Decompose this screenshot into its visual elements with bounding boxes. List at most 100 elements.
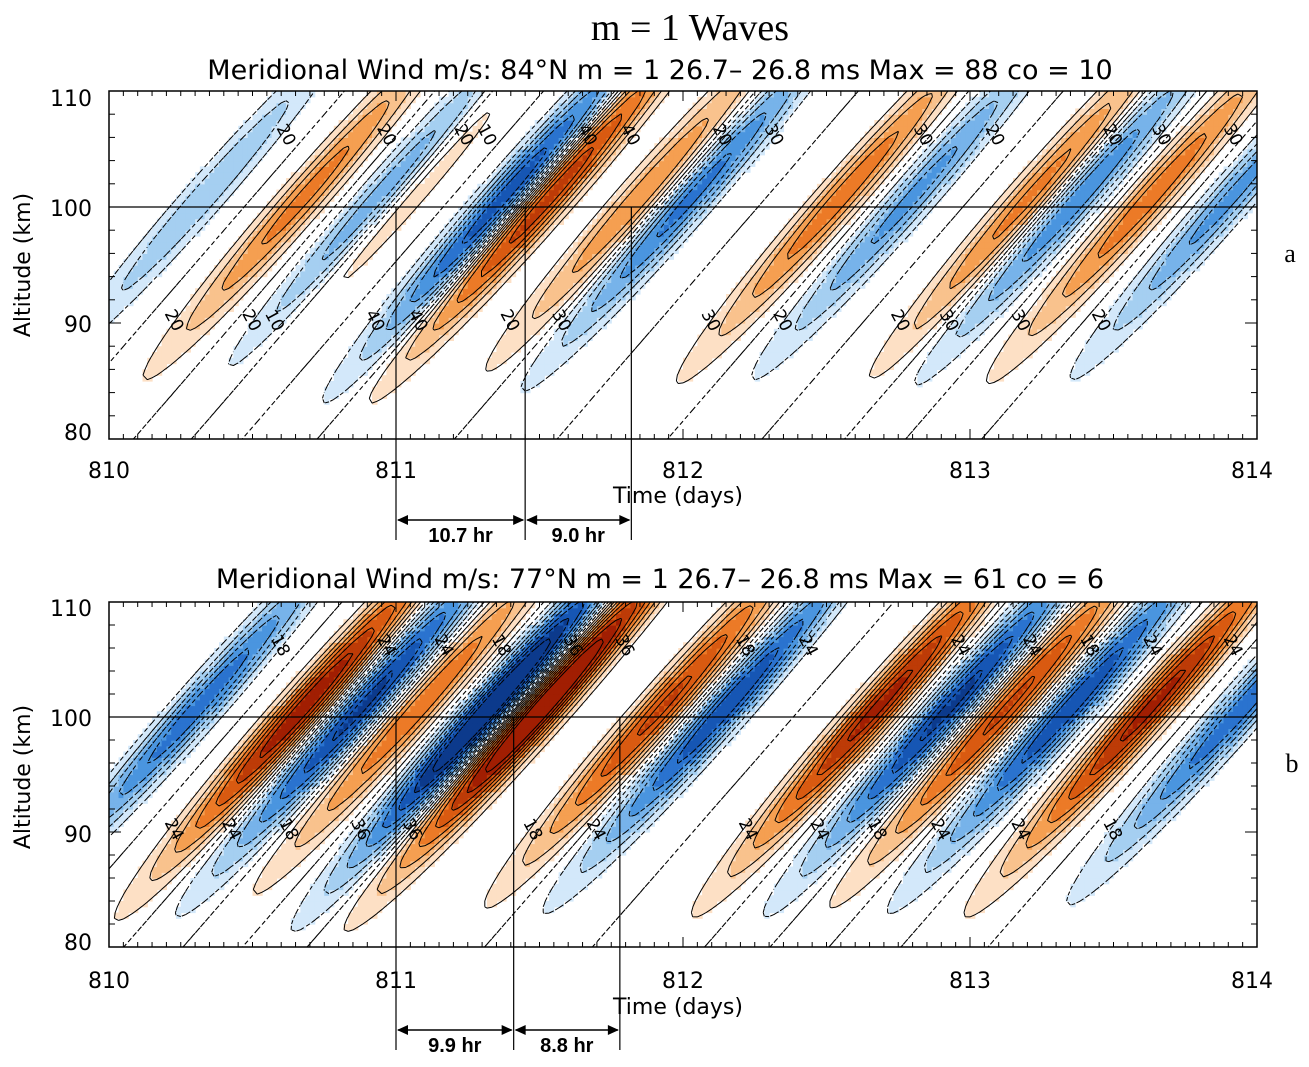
wind-cell [812,241,818,249]
wind-cell [1108,311,1115,318]
wind-cell [1027,241,1033,249]
wind-cell [166,340,172,347]
wind-cell [113,311,120,318]
wind-cell [319,160,325,167]
wind-cell [396,288,402,295]
wind-cell [1233,218,1239,225]
wind-cell [281,236,287,243]
wind-cell [649,178,655,185]
wind-cell [989,247,995,254]
wind-cell [864,178,871,185]
wind-cell [726,340,732,347]
wind-cell [1094,340,1100,347]
wind-cell [515,212,521,220]
wind-cell [204,183,211,191]
wind-cell [1185,247,1191,254]
wind-cell [1008,334,1014,341]
wind-cell [400,276,407,283]
wind-cell [391,369,397,376]
wind-cell [381,375,388,382]
wind-cell [242,253,249,260]
wind-cell [1099,224,1105,231]
wind-cell [1175,183,1182,191]
wind-cell [300,276,306,283]
wind-cell [128,276,134,283]
wind-cell [381,317,388,324]
wind-cell [1242,149,1249,156]
wind-cell [922,323,928,330]
wind-cell [917,311,923,318]
wind-cell [745,288,751,295]
wind-cell [965,247,971,254]
wind-cell [683,149,689,156]
wind-cell [510,265,517,272]
wind-cell [711,166,718,173]
wind-cell [649,253,655,260]
wind-cell [907,201,914,208]
wind-cell [869,212,875,220]
wind-cell [1166,270,1172,278]
wind-cell [1017,183,1024,191]
wind-cell [769,270,775,278]
wind-cell [525,224,531,231]
wind-cell [544,212,550,220]
wind-cell [697,166,703,173]
wind-cell [649,201,655,208]
wind-cell [391,294,397,301]
wind-cell [1008,363,1014,370]
wind-cell [1070,201,1076,208]
wind-cell [405,323,411,330]
wind-cell [534,207,541,214]
wind-cell [1108,340,1115,347]
wind-cell [209,288,215,295]
wind-cell [1022,207,1028,214]
wind-cell [1123,154,1129,162]
wind-cell [300,166,306,173]
wind-cell [1180,265,1186,272]
wind-cell [1146,166,1153,173]
wind-cell [687,189,694,196]
wind-cell [1151,183,1158,191]
wind-cell [553,183,560,191]
wind-cell [1233,166,1239,173]
wind-cell [1108,328,1115,336]
wind-cell [850,149,856,156]
wind-cell [568,346,574,353]
wind-cell [1046,259,1052,266]
wind-cell [190,328,196,336]
wind-cell [1113,207,1119,214]
wind-cell [539,288,545,295]
wind-cell [1170,160,1177,167]
wind-cell [783,276,789,283]
wind-cell [534,218,541,225]
wind-cell [563,340,569,347]
wind-cell [1108,346,1115,353]
wind-cell [989,253,995,260]
wind-cell [1146,195,1153,202]
wind-cell [309,259,316,266]
wind-cell [1089,230,1095,237]
wind-cell [596,311,603,318]
wind-cell [845,172,852,179]
wind-cell [1151,218,1158,225]
wind-cell [1080,207,1086,214]
wind-cell [816,195,823,202]
wind-cell [190,340,196,347]
wind-cell [271,230,278,237]
wind-cell [965,160,971,167]
wind-cell [242,241,249,249]
wind-cell [1008,265,1014,272]
wind-cell [941,160,947,167]
wind-cell [434,311,440,318]
wind-cell [448,154,454,162]
wind-cell [654,154,660,162]
wind-cell [773,346,780,353]
wind-cell [960,166,966,173]
wind-cell [285,224,292,231]
wind-cell [563,288,569,295]
wind-cell [1075,369,1081,376]
wind-cell [1209,189,1215,196]
wind-cell [840,212,847,220]
wind-cell [1180,259,1186,266]
wind-cell [855,183,861,191]
